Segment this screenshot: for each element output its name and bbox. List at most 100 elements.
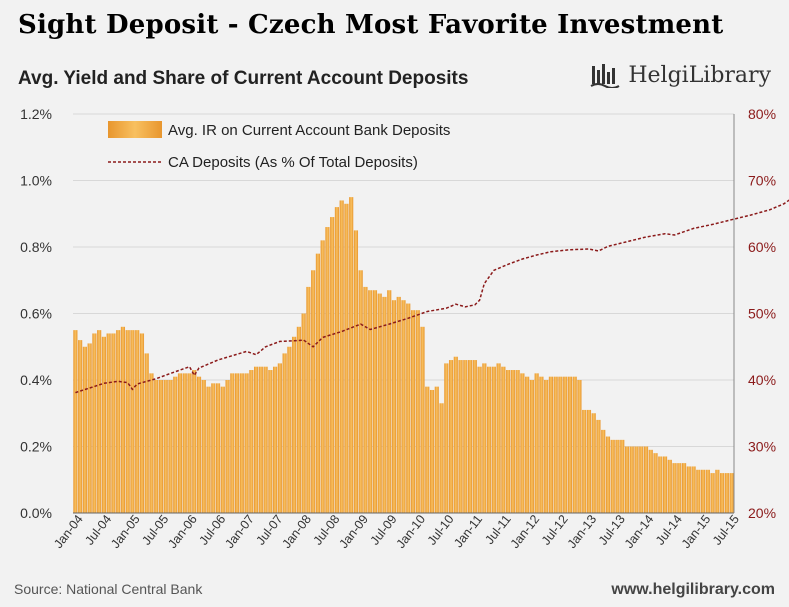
- bar: [163, 380, 168, 513]
- bar: [724, 473, 729, 513]
- bar: [720, 473, 725, 513]
- bar: [116, 330, 121, 513]
- source-note: Source: National Central Bank: [14, 581, 203, 597]
- x-tick-group: Jan-10: [394, 512, 429, 551]
- bar: [187, 373, 192, 513]
- right-tick-label: 80%: [748, 106, 776, 122]
- bar: [287, 346, 292, 513]
- right-tick-label: 50%: [748, 306, 776, 322]
- bar: [425, 386, 430, 513]
- bar: [534, 373, 539, 513]
- bar: [215, 383, 221, 513]
- x-tick-label: Jan-08: [279, 512, 314, 551]
- bar: [139, 333, 145, 513]
- left-tick-label: 0.0%: [20, 505, 52, 521]
- bar: [206, 386, 211, 513]
- x-tick-group: Jan-11: [451, 512, 485, 550]
- bar: [515, 370, 520, 513]
- bar: [558, 376, 563, 513]
- bar: [296, 326, 301, 513]
- bar: [244, 373, 249, 513]
- x-tick-label: Jan-12: [508, 512, 543, 551]
- x-tick-label: Jan-15: [679, 512, 714, 551]
- chart-title: Sight Deposit - Czech Most Favorite Inve…: [18, 10, 724, 40]
- bar: [391, 300, 397, 513]
- bar: [406, 303, 411, 513]
- bar: [686, 466, 691, 513]
- bar: [653, 453, 658, 513]
- bar: [472, 360, 477, 513]
- bar: [315, 253, 320, 513]
- bar: [130, 330, 135, 513]
- legend-layer: Avg. IR on Current Account Bank Deposits…: [108, 121, 450, 171]
- x-tick-group: Jan-06: [165, 512, 200, 551]
- bar: [258, 366, 263, 513]
- bar: [154, 380, 159, 513]
- bar: [320, 240, 325, 513]
- bar: [634, 446, 639, 513]
- bar: [101, 336, 106, 513]
- bar: [415, 310, 420, 513]
- legend-label-line: CA Deposits (As % Of Total Deposits): [168, 154, 418, 171]
- bar: [135, 330, 140, 513]
- bar: [467, 360, 473, 513]
- legend-label-bars: Avg. IR on Current Account Bank Deposits: [168, 122, 450, 139]
- bar: [92, 333, 97, 513]
- x-tick-group: Jan-15: [679, 512, 714, 551]
- website-link[interactable]: www.helgilibrary.com: [611, 581, 775, 598]
- series-line: [75, 199, 789, 394]
- bar: [677, 463, 682, 513]
- bar: [458, 360, 463, 513]
- bar: [339, 200, 344, 513]
- bar: [520, 373, 525, 513]
- left-tick-label: 0.2%: [20, 439, 52, 455]
- x-tick-label: Jul-15: [710, 512, 742, 547]
- bar: [539, 376, 544, 513]
- bar: [387, 290, 392, 513]
- bar: [596, 419, 601, 513]
- bar: [220, 386, 225, 513]
- bar: [429, 389, 435, 513]
- bar: [120, 326, 126, 513]
- line-layer: [75, 199, 789, 394]
- bar: [715, 469, 720, 513]
- bar: [382, 296, 387, 513]
- bar: [586, 409, 592, 513]
- x-tick-label: Jan-07: [222, 512, 257, 551]
- bar: [662, 456, 668, 513]
- bar: [97, 330, 102, 513]
- bar: [363, 286, 368, 513]
- bar: [591, 413, 596, 513]
- bar: [234, 373, 240, 513]
- bar: [567, 376, 573, 513]
- bar: [434, 386, 439, 513]
- bar: [710, 473, 715, 513]
- bar: [330, 217, 335, 513]
- bar: [173, 376, 178, 513]
- x-tick-group: Jan-08: [279, 512, 314, 551]
- bar: [211, 383, 216, 513]
- bar: [158, 380, 164, 513]
- bar: [615, 439, 620, 513]
- bar: [325, 227, 330, 514]
- x-tick-group: Jul-15: [710, 512, 742, 547]
- bar: [729, 473, 734, 513]
- bar: [182, 373, 187, 513]
- bar: [396, 296, 401, 513]
- bar: [111, 333, 116, 513]
- bar: [177, 373, 183, 513]
- bar: [477, 366, 482, 513]
- left-tick-label: 1.0%: [20, 173, 52, 189]
- right-tick-label: 20%: [748, 505, 776, 521]
- bar: [225, 380, 230, 513]
- bar: [230, 373, 235, 513]
- bar: [563, 376, 568, 513]
- x-tick-label: Jan-11: [451, 512, 485, 550]
- bar: [681, 463, 687, 513]
- bar: [144, 353, 149, 513]
- bar: [149, 373, 154, 513]
- bar: [106, 333, 111, 513]
- axis-layer: 0.0% 0.2% 0.4% 0.6% 0.8% 1.0% 1.2% 20% 30% 40% 50%…: [20, 106, 776, 551]
- bar: [667, 459, 672, 513]
- bar: [658, 456, 663, 513]
